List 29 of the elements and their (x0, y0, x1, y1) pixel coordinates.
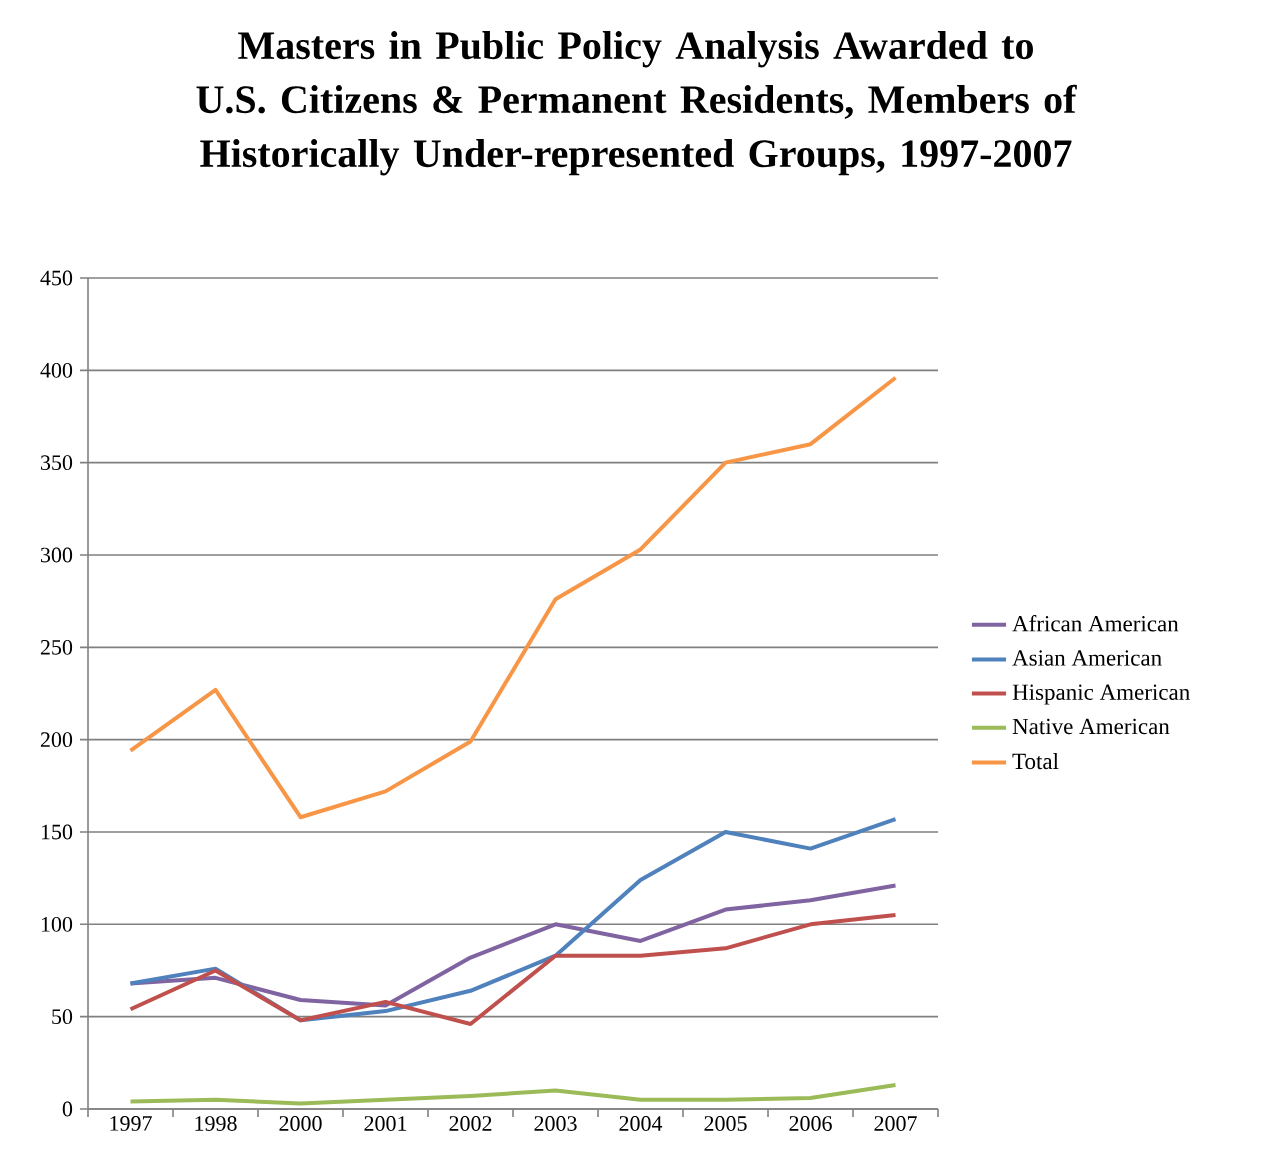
legend-label: African American (1012, 615, 1179, 632)
x-tick-label: 2004 (619, 1116, 663, 1131)
x-tick-label: 2006 (789, 1116, 832, 1131)
x-tick-label: 2003 (534, 1116, 577, 1131)
x-tick-label: 2001 (364, 1116, 407, 1131)
y-tick-label: 250 (40, 639, 73, 655)
x-tick-label: 2000 (279, 1116, 322, 1131)
y-tick-label: 350 (41, 455, 73, 471)
y-tick-label: 0 (62, 1101, 73, 1117)
x-tick-label: 1997 (110, 1116, 152, 1131)
x-tick-label: 1998 (195, 1116, 237, 1131)
legend-label: Asian American (1012, 650, 1162, 666)
x-tick-label: 2005 (704, 1116, 747, 1131)
legend-label: Native American (1012, 718, 1170, 735)
y-tick-label: 150 (41, 824, 73, 840)
line-series (128, 1082, 898, 1106)
legend-label: Hispanic American (1012, 684, 1190, 705)
legend-label: Total (1012, 752, 1059, 770)
line-series (128, 913, 898, 1027)
y-tick-label: 300 (41, 547, 73, 563)
y-tick-label: 50 (52, 1009, 73, 1025)
y-tick-label: 450 (40, 270, 73, 286)
chart-title: Masters in Public Policy Analysis Awarded to U.S. Citizens & Permanent Residents, Members of Historically Under-represented Groups, 1997-2007 (196, 31, 1077, 176)
y-tick-label: 200 (40, 732, 73, 748)
y-tick-label: 400 (40, 362, 73, 378)
y-tick-label: 100 (41, 916, 73, 932)
x-tick-label: 2002 (449, 1116, 492, 1131)
line-series (128, 375, 898, 820)
x-tick-label: 2007 (874, 1116, 917, 1131)
